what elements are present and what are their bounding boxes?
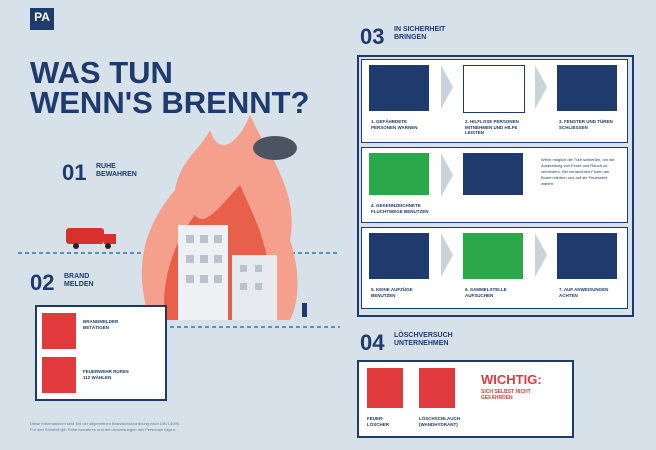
phone-icon <box>42 357 76 393</box>
text: 4. GEKENNZEICHNETE <box>371 203 421 208</box>
chevron <box>441 65 453 109</box>
step-label: 1. GEFÄHRDETE PERSONEN WARNEN <box>371 119 418 130</box>
extinguish-box: FEUER- LÖSCHER LÖSCHSCHLAUCH (WANDHYDRANT)… <box>357 360 574 438</box>
text: Diese Informationen sind Teil der allgem… <box>30 421 181 426</box>
text: SCHLIESSEN <box>559 124 588 130</box>
text: BEWAHREN <box>96 171 137 178</box>
note: Wenn möglich die Türe schließen, um die … <box>541 157 615 186</box>
section-title: IN SICHERHEIT BRINGEN <box>394 26 445 42</box>
chevron <box>535 65 547 109</box>
step-label: 2. HILFLOSE PERSONEN MITNEHMEN UND HILFE L… <box>465 119 519 136</box>
step-label: 6. SAMMELSTELLE AUFSUCHEN <box>465 287 507 298</box>
chevron <box>441 233 453 277</box>
text: BETÄTIGEN <box>83 324 110 330</box>
report-box: BRANDMELDER BETÄTIGEN FEUERWEHR RUFEN 112 … <box>35 305 167 401</box>
section-number: 01 <box>62 160 87 185</box>
text: AUFSUCHEN <box>465 292 494 298</box>
hydrant-icon <box>419 368 455 408</box>
firefighter <box>302 303 307 317</box>
item-label: FEUERWEHR RUFEN 112 WÄHLEN <box>83 369 129 380</box>
chevron <box>441 153 453 197</box>
building <box>232 255 277 320</box>
item-label: LÖSCHSCHLAUCH (WANDHYDRANT) <box>419 416 460 427</box>
text: BENUTZEN <box>371 292 396 298</box>
text: 3. FENSTER UND TÜREN <box>559 119 613 124</box>
text: 5. KEINE AUFZÜGE <box>371 287 413 292</box>
alarm-icon <box>42 313 76 349</box>
text: Für den Ernstfall gilt: Ruhe bewahren un… <box>30 427 177 432</box>
smoke <box>253 136 297 160</box>
section-title: BRAND MELDEN <box>64 273 94 289</box>
step-icon <box>369 65 429 111</box>
text: UNTERNEHMEN <box>394 340 449 347</box>
text: 112 WÄHLEN <box>83 374 112 380</box>
fire-truck <box>104 234 116 244</box>
item-label: FEUER- LÖSCHER <box>367 416 389 427</box>
text: LÖSCHVERSUCH <box>394 332 453 339</box>
text: (WANDHYDRANT) <box>419 421 458 427</box>
section-number: 02 <box>30 270 55 295</box>
text: LEISTEN <box>465 130 485 135</box>
text: LÖSCHSCHLAUCH <box>419 416 460 421</box>
logo: PA <box>30 8 54 30</box>
text: BRINGEN <box>394 34 427 41</box>
text: 6. SAMMELSTELLE <box>465 287 507 292</box>
fire-truck <box>66 228 104 244</box>
section-title: LÖSCHVERSUCH UNTERNEHMEN <box>394 332 453 348</box>
text: BRAND <box>64 273 90 280</box>
text: FEUER- <box>367 416 384 421</box>
text: LÖSCHER <box>367 421 390 427</box>
text: BRANDMELDER <box>83 319 119 324</box>
text: PERSONEN WARNEN <box>371 124 418 130</box>
title-line: WENN'S BRENNT? <box>30 85 310 120</box>
step-icon <box>557 233 617 279</box>
step-icon <box>463 65 525 113</box>
chevron <box>535 233 547 277</box>
text: SICH SELBST NICHT <box>481 389 531 395</box>
exit-icon <box>369 153 429 195</box>
section-title: RUHE BEWAHREN <box>96 163 137 179</box>
section-number: 04 <box>360 330 385 355</box>
warning-title: WICHTIG: <box>481 372 542 387</box>
item-label: BRANDMELDER BETÄTIGEN <box>83 319 118 330</box>
step-icon <box>369 233 429 279</box>
safety-box: 1. GEFÄHRDETE PERSONEN WARNEN 2. HILFLOSE… <box>357 55 634 317</box>
text: 1. GEFÄHRDETE <box>371 119 408 124</box>
step-label: 4. GEKENNZEICHNETE FLUCHTWEGE BENUTZEN <box>371 203 429 214</box>
step-icon <box>463 233 523 279</box>
title-line: WAS TUN <box>30 55 173 90</box>
step-icon <box>557 65 617 111</box>
text: 2. HILFLOSE PERSONEN <box>465 119 519 124</box>
step-label: 3. FENSTER UND TÜREN SCHLIESSEN <box>559 119 613 130</box>
text: MITNEHMEN UND HILFE <box>465 124 518 130</box>
text: RUHE <box>96 163 116 170</box>
text: GEFÄHRDEN <box>481 395 513 401</box>
text: 7. AUF ANWEISUNGEN <box>559 287 609 292</box>
section-number: 03 <box>360 24 385 49</box>
text: ACHTEN <box>559 292 578 298</box>
step-label: 7. AUF ANWEISUNGEN ACHTEN <box>559 287 608 298</box>
step-label: 5. KEINE AUFZÜGE BENUTZEN <box>371 287 413 298</box>
text: FEUERWEHR RUFEN <box>83 369 129 374</box>
text: FLUCHTWEGE BENUTZEN <box>371 208 429 214</box>
step-icon <box>463 153 523 195</box>
warning-text: SICH SELBST NICHT GEFÄHRDEN <box>481 389 531 401</box>
footer: Diese Informationen sind Teil der allgem… <box>30 421 180 433</box>
text: IN SICHERHEIT <box>394 26 446 33</box>
title: WAS TUN WENN'S BRENNT? <box>30 55 310 120</box>
windows <box>186 235 262 290</box>
extinguisher-icon <box>367 368 403 408</box>
text: MELDEN <box>64 281 94 288</box>
